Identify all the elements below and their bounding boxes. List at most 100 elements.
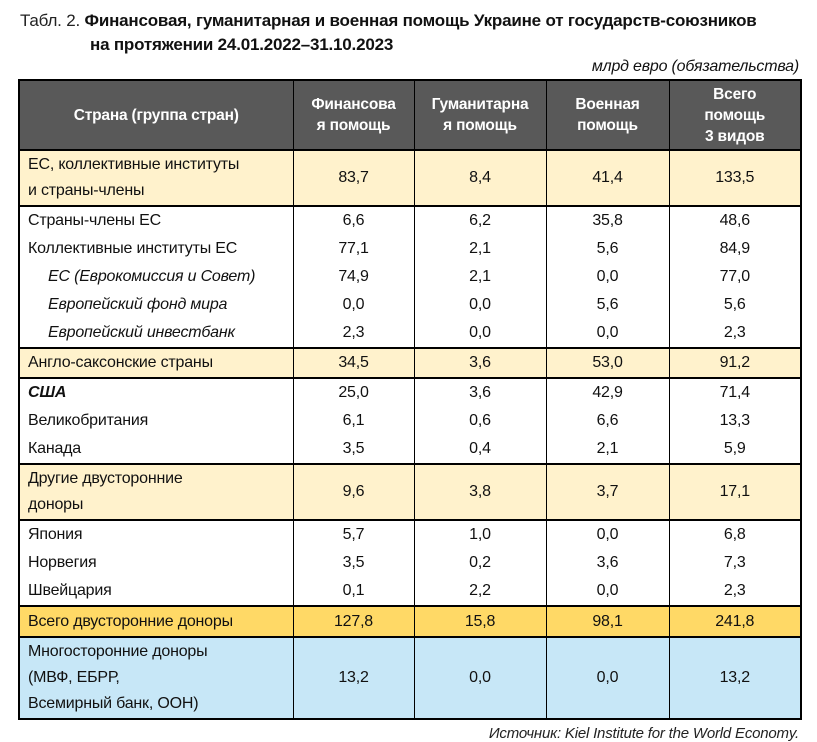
table-row: ЕС (Еврокомиссия и Совет) 74,9 2,1 0,0 77,0 xyxy=(18,263,802,291)
table-row: США 25,0 3,6 42,9 71,4 xyxy=(18,378,802,407)
row-value: 35,8 xyxy=(545,206,670,235)
row-value: 2,1 xyxy=(413,263,547,291)
row-value: 53,0 xyxy=(545,347,670,379)
row-label: Европейский инвестбанк xyxy=(18,319,294,348)
row-value: 0,0 xyxy=(545,577,670,606)
table-title: Табл. 2. Финансовая, гуманитарная и воен… xyxy=(0,0,817,57)
row-value: 5,6 xyxy=(545,291,670,319)
table-body: ЕС, коллективные институты и страны-член… xyxy=(18,149,802,719)
row-value: 6,6 xyxy=(292,206,415,235)
row-value: 25,0 xyxy=(292,378,415,407)
row-value: 84,9 xyxy=(668,235,802,263)
row-label: Англо-саксонские страны xyxy=(18,347,294,379)
row-label: ЕС (Еврокомиссия и Совет) xyxy=(18,263,294,291)
title-prefix: Табл. 2. xyxy=(20,11,80,30)
row-label: Норвегия xyxy=(18,549,294,577)
row-value: 2,3 xyxy=(292,319,415,348)
row-value: 127,8 xyxy=(292,605,415,638)
row-value: 0,0 xyxy=(292,291,415,319)
table-row: Европейский фонд мира 0,0 0,0 5,6 5,6 xyxy=(18,291,802,319)
row-label: Страны-члены ЕС xyxy=(18,206,294,235)
row-value: 2,3 xyxy=(668,319,802,348)
table-row: Европейский инвестбанк 2,3 0,0 0,0 2,3 xyxy=(18,319,802,348)
row-value: 0,0 xyxy=(413,319,547,348)
row-value: 3,6 xyxy=(413,378,547,407)
column-header-1: Финансова я помощь xyxy=(292,79,415,151)
column-header-0: Страна (группа стран) xyxy=(18,79,294,151)
row-value: 6,8 xyxy=(668,520,802,549)
row-label: Коллективные институты ЕС xyxy=(18,235,294,263)
row-value: 5,7 xyxy=(292,520,415,549)
table-row: Всего двусторонние доноры 127,8 15,8 98,1 24… xyxy=(18,605,802,638)
row-value: 0,0 xyxy=(545,319,670,348)
row-label: Швейцария xyxy=(18,577,294,606)
row-value: 5,6 xyxy=(668,291,802,319)
row-label: Другие двусторонние доноры xyxy=(18,463,294,521)
row-value: 3,6 xyxy=(413,347,547,379)
row-value: 9,6 xyxy=(292,463,415,521)
row-value: 15,8 xyxy=(413,605,547,638)
aid-table: Страна (группа стран) Финансова я помощь Г… xyxy=(18,79,802,720)
row-value: 17,1 xyxy=(668,463,802,521)
row-value: 74,9 xyxy=(292,263,415,291)
row-value: 3,5 xyxy=(292,435,415,464)
row-value: 0,0 xyxy=(413,636,547,719)
row-value: 2,1 xyxy=(413,235,547,263)
table-row: ЕС, коллективные институты и страны-член… xyxy=(18,149,802,207)
row-label: Канада xyxy=(18,435,294,464)
row-value: 0,0 xyxy=(545,263,670,291)
row-label: Многосторонние доноры (МВФ, ЕБРР, Всемир… xyxy=(18,636,294,719)
table-row: Многосторонние доноры (МВФ, ЕБРР, Всемир… xyxy=(18,636,802,719)
row-value: 8,4 xyxy=(413,149,547,207)
row-value: 3,6 xyxy=(545,549,670,577)
title-main: Финансовая, гуманитарная и военная помощ… xyxy=(84,11,757,30)
row-label: США xyxy=(18,378,294,407)
source-note: Источник: Kiel Institute for the World E… xyxy=(488,725,799,742)
row-value: 2,2 xyxy=(413,577,547,606)
row-value: 41,4 xyxy=(545,149,670,207)
column-header-3: Военная помощь xyxy=(545,79,670,151)
row-value: 77,0 xyxy=(668,263,802,291)
row-value: 91,2 xyxy=(668,347,802,379)
row-label: Всего двусторонние доноры xyxy=(18,605,294,638)
title-line-1: Табл. 2. Финансовая, гуманитарная и воен… xyxy=(20,9,807,33)
row-value: 3,8 xyxy=(413,463,547,521)
row-value: 1,0 xyxy=(413,520,547,549)
row-value: 98,1 xyxy=(545,605,670,638)
row-value: 0,0 xyxy=(413,291,547,319)
table-row: Япония 5,7 1,0 0,0 6,8 xyxy=(18,520,802,549)
row-value: 42,9 xyxy=(545,378,670,407)
row-label: Великобритания xyxy=(18,407,294,435)
column-header-2: Гуманитарна я помощь xyxy=(413,79,547,151)
table-row: Другие двусторонние доноры 9,6 3,8 3,7 17,1 xyxy=(18,463,802,521)
table-row: Коллективные институты ЕС 77,1 2,1 5,6 84,9 xyxy=(18,235,802,263)
row-value: 13,2 xyxy=(292,636,415,719)
column-header-4: Всего помощь 3 видов xyxy=(668,79,802,151)
row-value: 0,4 xyxy=(413,435,547,464)
row-label: ЕС, коллективные институты и страны-член… xyxy=(18,149,294,207)
row-value: 0,2 xyxy=(413,549,547,577)
row-value: 6,1 xyxy=(292,407,415,435)
row-value: 13,2 xyxy=(668,636,802,719)
table-row: Швейцария 0,1 2,2 0,0 2,3 xyxy=(18,577,802,606)
row-value: 0,1 xyxy=(292,577,415,606)
title-line-2: на протяжении 24.01.2022–31.10.2023 xyxy=(90,35,394,54)
table-row: Канада 3,5 0,4 2,1 5,9 xyxy=(18,435,802,464)
row-value: 34,5 xyxy=(292,347,415,379)
row-value: 133,5 xyxy=(668,149,802,207)
row-value: 13,3 xyxy=(668,407,802,435)
row-value: 6,6 xyxy=(545,407,670,435)
row-value: 0,0 xyxy=(545,520,670,549)
row-value: 3,5 xyxy=(292,549,415,577)
row-value: 5,6 xyxy=(545,235,670,263)
table-row: Англо-саксонские страны 34,5 3,6 53,0 91,2 xyxy=(18,347,802,379)
row-value: 7,3 xyxy=(668,549,802,577)
row-value: 83,7 xyxy=(292,149,415,207)
units-note: млрд евро (обязательства) xyxy=(591,58,799,75)
row-value: 241,8 xyxy=(668,605,802,638)
row-value: 77,1 xyxy=(292,235,415,263)
row-value: 5,9 xyxy=(668,435,802,464)
table-row: Страны-члены ЕС 6,6 6,2 35,8 48,6 xyxy=(18,206,802,235)
row-value: 2,1 xyxy=(545,435,670,464)
